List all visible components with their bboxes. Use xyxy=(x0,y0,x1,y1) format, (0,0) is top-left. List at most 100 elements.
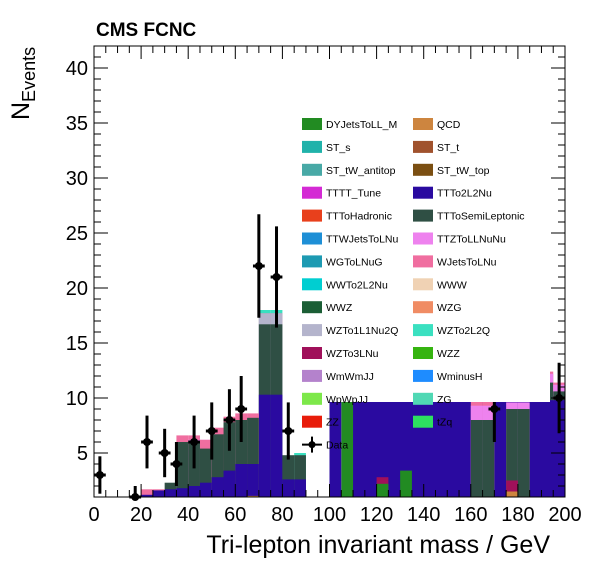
legend-swatch xyxy=(413,118,433,130)
legend-item: TTZToLLNuNu xyxy=(413,232,506,246)
bar-tttosemileptonic xyxy=(188,442,200,497)
data-point xyxy=(170,442,183,486)
legend-item: DYJetsToLL_M xyxy=(302,118,397,131)
legend-label: TTToSemiLeptonic xyxy=(437,211,525,223)
legend-swatch xyxy=(302,209,322,222)
legend-swatch xyxy=(302,301,322,314)
legend-swatch xyxy=(413,301,433,314)
data-point xyxy=(141,415,153,469)
x-tick-label: 160 xyxy=(454,504,487,526)
bar-tttosemileptonic xyxy=(506,409,518,497)
bar-ttto2l2nu xyxy=(258,394,271,497)
bar-tttosemileptonic xyxy=(247,417,259,497)
data-marker xyxy=(237,405,246,413)
data-point xyxy=(252,214,265,318)
y-tick-label: 35 xyxy=(66,113,88,135)
legend-swatch xyxy=(302,140,322,153)
legend-item: WWZ xyxy=(302,301,353,314)
legend-swatch xyxy=(302,369,322,382)
legend-swatch xyxy=(413,232,433,245)
x-tick-label: 0 xyxy=(88,504,99,526)
legend-item: ST_tW_top xyxy=(413,163,490,177)
bar-ttto2l2nu xyxy=(152,490,165,497)
data-marker xyxy=(190,438,199,446)
y-tick-label: 10 xyxy=(66,388,88,410)
x-tick-label: 180 xyxy=(501,504,534,526)
legend-item: WGToLNuG xyxy=(302,255,383,268)
bar-tttosemileptonic xyxy=(294,455,306,497)
bar-ttto2l2nu xyxy=(247,464,259,497)
chart-title: CMS FCNC xyxy=(96,20,197,41)
data-marker xyxy=(142,438,151,446)
bar-ttto2l2nu xyxy=(282,479,295,497)
data-point xyxy=(235,376,248,442)
y-tick-label: 30 xyxy=(66,168,88,190)
data-points xyxy=(94,214,565,501)
data-point xyxy=(188,415,200,469)
legend-swatch xyxy=(413,186,433,199)
legend-label: WJetsToLNu xyxy=(437,256,497,268)
bar-dyjetstoll-m xyxy=(376,483,389,497)
legend-data-marker xyxy=(308,441,316,449)
bar-dyjetstoll-m xyxy=(341,400,354,497)
legend-label: WWZ xyxy=(326,302,353,314)
legend-swatch xyxy=(413,255,433,268)
bar-tttosemileptonic xyxy=(199,448,212,497)
data-marker xyxy=(254,262,263,270)
legend-swatch xyxy=(413,163,433,176)
bar-dyjetstoll-m xyxy=(400,470,412,497)
x-tick-label: 120 xyxy=(360,504,393,526)
bar-tttosemileptonic xyxy=(176,442,189,497)
bar-tttosemileptonic xyxy=(235,420,248,497)
legend-label: TTTo2L2Nu xyxy=(437,188,492,200)
bar-tttosemileptonic xyxy=(470,420,483,497)
data-marker xyxy=(225,416,234,424)
legend-label: TTTT_Tune xyxy=(326,188,381,200)
bar-tttosemileptonic xyxy=(223,422,236,497)
data-marker xyxy=(284,427,293,435)
legend-item: WminusH xyxy=(413,369,483,383)
legend-item: TTToSemiLeptonic xyxy=(413,209,525,223)
y-tick-label: 40 xyxy=(66,58,88,80)
bar-ttto2l2nu xyxy=(223,470,236,497)
x-axis-label: Tri-lepton invariant mass / GeV xyxy=(206,531,550,559)
legend-item: WZG xyxy=(413,301,462,314)
legend-swatch xyxy=(413,209,433,222)
bar-tttosemileptonic xyxy=(282,455,295,497)
legend-swatch xyxy=(302,255,322,268)
x-tick-label: 20 xyxy=(130,504,152,526)
data-marker xyxy=(490,405,499,413)
legend-swatch xyxy=(413,369,433,382)
legend-swatch xyxy=(413,324,433,337)
legend-label: WpWpJJ xyxy=(326,394,368,406)
legend-swatch xyxy=(413,278,433,291)
legend-item: WWW xyxy=(413,278,467,291)
legend-swatch xyxy=(302,415,322,428)
bar-ttto2l2nu xyxy=(235,464,248,497)
legend-item: ZZ xyxy=(302,415,339,429)
data-point xyxy=(205,402,218,460)
legend-item: WZZ xyxy=(413,347,460,360)
data-point xyxy=(270,226,283,328)
data-point xyxy=(129,486,142,501)
legend-label: ST_t xyxy=(437,142,459,154)
bar-ttto2l2nu xyxy=(199,482,212,497)
legend-label: WZTo1L1Nu2Q xyxy=(326,325,398,337)
x-tick-label: 140 xyxy=(407,504,440,526)
bar-qcd xyxy=(247,495,259,497)
legend-label: WZTo2L2Q xyxy=(437,325,490,337)
legend-label: WZZ xyxy=(437,348,460,360)
legend-swatch xyxy=(302,232,322,245)
legend-label: WZTo3LNu xyxy=(326,348,379,360)
legend-item: WJetsToLNu xyxy=(413,255,497,268)
x-tick-label: 40 xyxy=(177,504,199,526)
legend-label: ZZ xyxy=(326,417,339,429)
legend-item: TTTT_Tune xyxy=(302,186,381,200)
legend-swatch xyxy=(413,392,433,405)
legend-item-data: Data xyxy=(302,436,348,453)
axes: 0 20 40 60 80 100 120 140 160 180 200 5 10 15 20 25 30 35… xyxy=(66,45,582,526)
bar-tttosemileptonic xyxy=(517,409,530,497)
data-point xyxy=(282,402,295,460)
legend-item: ZG xyxy=(413,392,452,406)
